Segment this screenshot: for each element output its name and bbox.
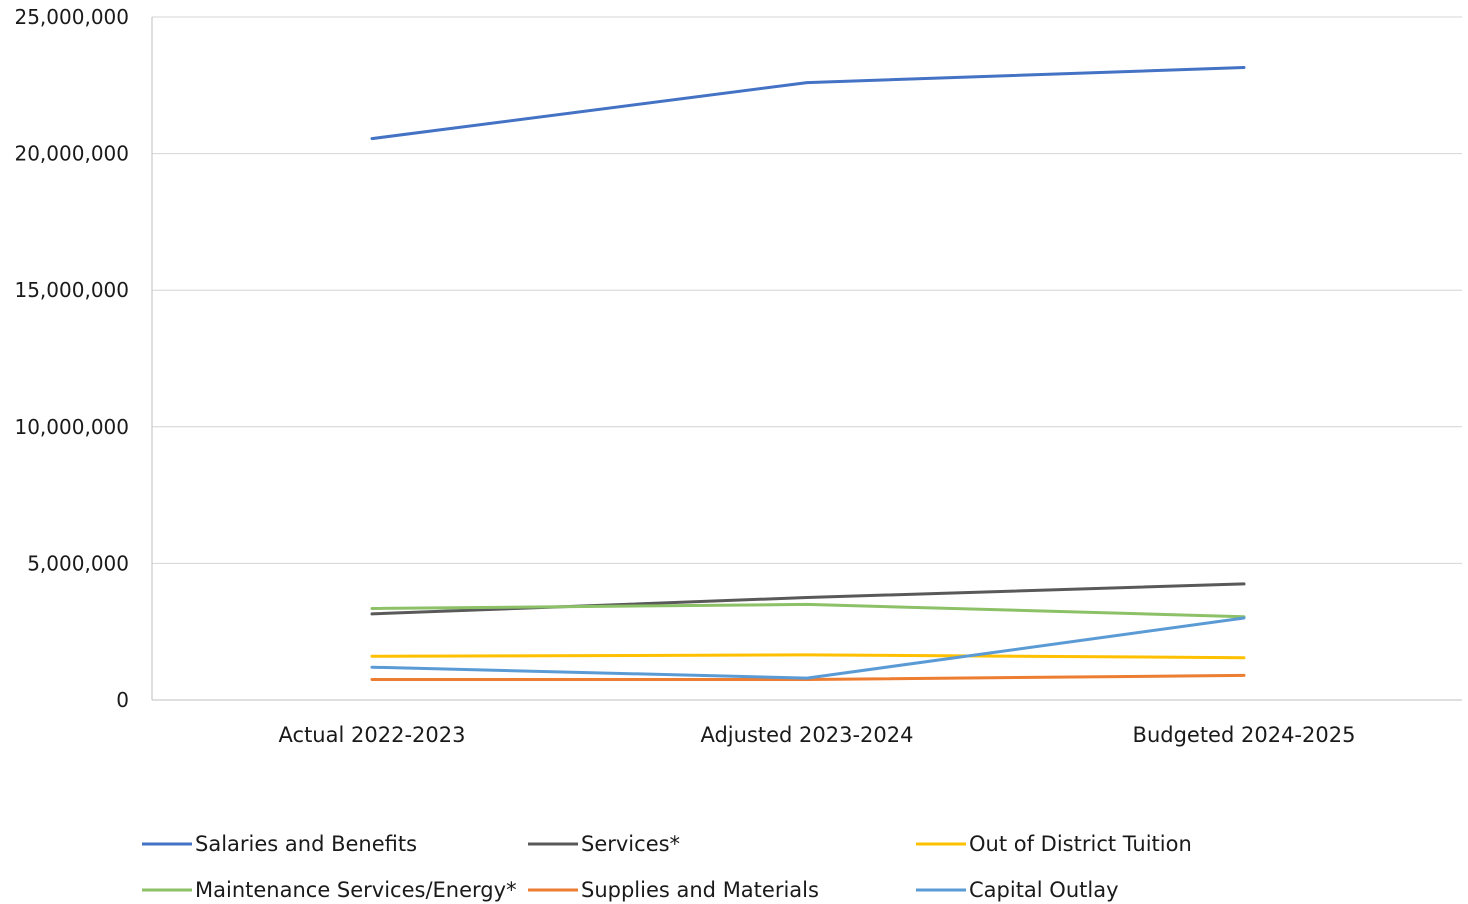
series-lines bbox=[370, 66, 1246, 681]
gridlines bbox=[152, 16, 1462, 564]
x-axis-tick-labels: Actual 2022-2023 Adjusted 2023-2024 Budget… bbox=[279, 723, 1356, 747]
series-line bbox=[370, 66, 1246, 141]
x-tick-label: Adjusted 2023-2024 bbox=[700, 723, 913, 747]
y-tick-label: 5,000,000 bbox=[27, 551, 129, 575]
series-line bbox=[370, 653, 1246, 660]
y-tick-label: 20,000,000 bbox=[14, 142, 129, 166]
series-line bbox=[370, 602, 1246, 619]
legend: Salaries and Benefits Services* Out of Dis… bbox=[142, 832, 1192, 902]
y-tick-label: 10,000,000 bbox=[14, 415, 129, 439]
y-axis-tick-labels: 0 5,000,000 10,000,000 15,000,000 20,000,000… bbox=[14, 5, 129, 712]
legend-label: Maintenance Services/Energy* bbox=[195, 878, 517, 902]
x-tick-label: Budgeted 2024-2025 bbox=[1133, 723, 1356, 747]
series-line bbox=[370, 582, 1246, 616]
legend-label: Out of District Tuition bbox=[969, 832, 1192, 856]
y-tick-label: 25,000,000 bbox=[14, 5, 129, 29]
legend-label: Services* bbox=[581, 832, 680, 856]
y-tick-label: 0 bbox=[116, 688, 129, 712]
x-tick-label: Actual 2022-2023 bbox=[279, 723, 466, 747]
legend-label: Supplies and Materials bbox=[581, 878, 819, 902]
legend-label: Salaries and Benefits bbox=[195, 832, 417, 856]
y-tick-label: 15,000,000 bbox=[14, 278, 129, 302]
series-line bbox=[370, 616, 1246, 680]
axes bbox=[151, 17, 1462, 701]
legend-label: Capital Outlay bbox=[969, 878, 1119, 902]
